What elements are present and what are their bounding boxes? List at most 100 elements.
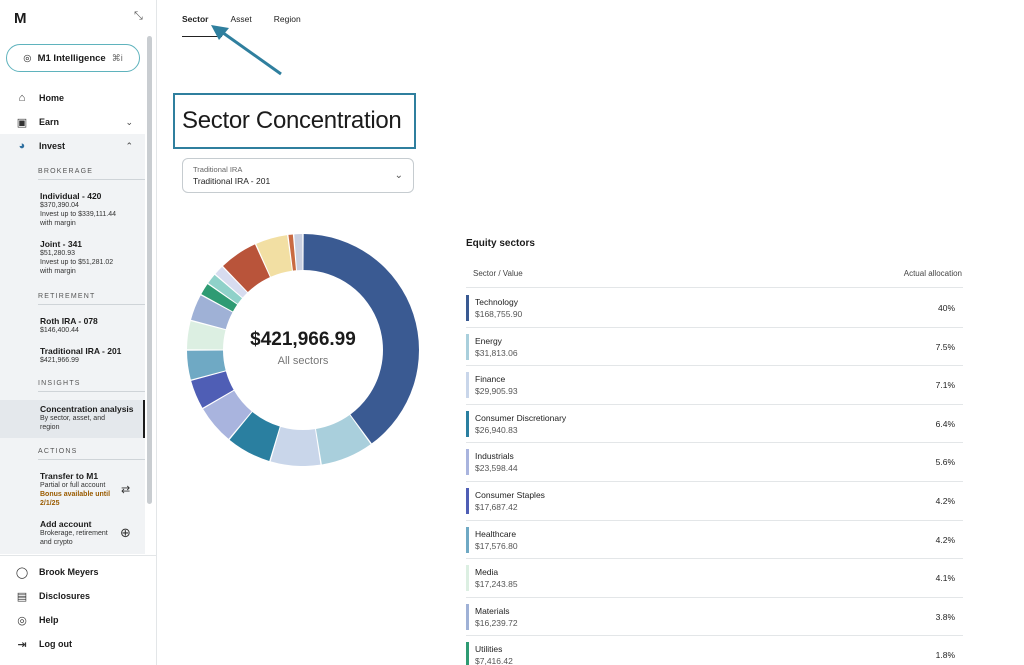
insight-detail-2: region [40,424,60,431]
donut-slice-other-a[interactable] [208,274,243,304]
sector-name: Energy [475,335,502,346]
sidebar-item-invest[interactable]: ◕ Invest ⌃ [0,135,145,157]
sector-value: $31,813.06 [475,347,518,358]
sidebar-item-profile[interactable]: ◯ Brook Meyers [0,561,145,583]
annotation-arrow-shaft [218,28,282,76]
account-joint-341[interactable]: Joint - 341 $51,280.93 Invest up to $51,… [40,239,145,276]
action-bonus-date: 2/1/25 [40,500,60,507]
sector-value: $26,940.83 [475,424,518,435]
chevron-down-icon: ⌄ [125,116,133,127]
sector-color-bar [466,526,469,553]
table-row[interactable]: Technology $168,755.90 40% [466,289,963,328]
sidebar-item-label: Help [39,615,59,625]
donut-total-value: $421,966.99 [250,329,356,350]
action-transfer-to-m1[interactable]: Transfer to M1 Partial or full account B… [40,471,145,508]
donut-slice-media[interactable] [187,321,226,350]
sidebar-item-home[interactable]: ⌂ Home [0,87,145,109]
account-traditional-ira-201[interactable]: Traditional IRA - 201 $421,966.99 [40,346,145,365]
sidebar-item-label: Brook Meyers [39,567,99,577]
document-icon: ▤ [16,590,28,603]
table-row[interactable]: Consumer Staples $17,687.42 4.2% [466,482,963,521]
tab-region[interactable]: Region [273,14,301,24]
account-margin: Invest up to $51,281.02 [40,259,114,266]
sector-name: Technology [475,297,519,307]
earn-icon: ▣ [16,116,28,129]
account-name: Traditional IRA - 201 [40,346,122,356]
sector-color-bar [466,449,469,476]
sector-value: $29,905.93 [475,386,518,397]
donut-slice-consumer-staples[interactable] [191,371,234,408]
add-circle-icon[interactable]: ⊕ [120,525,131,540]
sector-allocation: 4.2% [935,534,955,545]
invest-pie-icon: ◕ [18,140,26,152]
donut-slice-other-d[interactable] [256,235,292,277]
action-name: Add account [40,519,92,529]
home-icon: ⌂ [18,92,26,104]
sector-name: Finance [475,374,506,385]
account-individual-420[interactable]: Individual - 420 $370,390.04 Invest up t… [40,191,145,228]
tab-sector[interactable]: Sector [182,14,209,24]
sidebar-item-help[interactable]: ◎ Help [0,609,145,631]
active-item-highlight [0,400,145,438]
section-retirement: RETIREMENT [38,293,145,305]
table-row[interactable]: Finance $29,905.93 7.1% [466,366,963,405]
donut-slice-utilities[interactable] [201,284,238,312]
table-row[interactable]: Industrials $23,598.44 5.6% [466,443,963,482]
donut-slice-other-e[interactable] [288,234,296,271]
account-margin-note: with margin [40,268,76,275]
sidebar-item-label: Disclosures [39,591,91,601]
sidebar-item-label: Invest [39,141,66,151]
equity-sectors-title: Equity sectors [466,238,535,249]
donut-slice-consumer-discretionary[interactable] [229,411,280,461]
action-detail: Partial or full account [40,482,106,489]
donut-slice-other-c[interactable] [223,244,270,293]
intelligence-icon: ◎ [23,52,32,64]
m1-logo[interactable]: M [14,10,27,27]
account-name: Joint - 341 [40,239,83,249]
sector-value: $17,576.80 [475,540,518,551]
table-row[interactable]: Consumer Discretionary $26,940.83 6.4% [466,405,963,444]
donut-slice-industrials[interactable] [203,390,252,439]
tab-asset[interactable]: Asset [230,14,252,24]
sector-color-bar [466,642,469,665]
table-row[interactable]: Utilities $7,416.42 1.8% [466,636,963,665]
table-row[interactable]: Materials $16,239.72 3.8% [466,598,963,637]
sector-allocation: 7.1% [935,380,955,391]
shortcut-hint: ⌘i [111,52,123,63]
action-add-account[interactable]: Add account Brokerage, retirement and cr… [40,519,145,547]
sector-allocation: 5.6% [935,457,955,468]
sector-name: Industrials [475,451,514,462]
sidebar-item-label: Home [39,93,65,103]
account-roth-ira-078[interactable]: Roth IRA - 078 $146,400.44 [40,316,145,335]
m1-intelligence-button[interactable]: ◎ M1 Intelligence ⌘i [6,44,140,72]
sector-color-bar [466,372,469,399]
donut-slice-other-f[interactable] [294,234,303,271]
sector-color-bar [466,488,469,514]
insight-concentration-analysis[interactable]: Concentration analysis By sector, asset,… [40,404,145,432]
help-icon: ◎ [17,614,27,627]
table-row[interactable]: Media $17,243.85 4.1% [466,559,963,598]
donut-slice-materials[interactable] [191,295,233,330]
sidebar-scrollbar[interactable] [147,36,152,504]
column-sector-value: Sector / Value [473,269,523,278]
sector-name: Materials [475,605,510,616]
transfer-icon[interactable]: ⇄ [121,484,131,496]
donut-slice-other-b[interactable] [215,266,248,298]
action-detail: Brokerage, retirement [40,530,108,537]
sidebar-item-earn[interactable]: ▣ Earn ⌄ [0,111,145,133]
account-select[interactable]: Traditional IRA Traditional IRA - 201 ⌄ [182,158,414,193]
section-insights: INSIGHTS [38,380,145,392]
donut-slice-energy[interactable] [315,415,371,465]
donut-slice-finance[interactable] [270,426,321,466]
sidebar-item-logout[interactable]: ⇥ Log out [0,633,145,655]
sidebar-item-label: Earn [39,117,60,127]
table-row[interactable]: Healthcare $17,576.80 4.2% [466,521,963,560]
sector-allocation: 1.8% [935,650,955,661]
collapse-sidebar-icon[interactable]: ⤡ [134,10,143,22]
donut-slice-healthcare[interactable] [187,350,226,380]
donut-slice-technology[interactable] [303,234,419,444]
sidebar-item-disclosures[interactable]: ▤ Disclosures [0,585,145,607]
column-actual-allocation: Actual allocation [903,269,962,278]
table-row[interactable]: Energy $31,813.06 7.5% [466,328,963,367]
